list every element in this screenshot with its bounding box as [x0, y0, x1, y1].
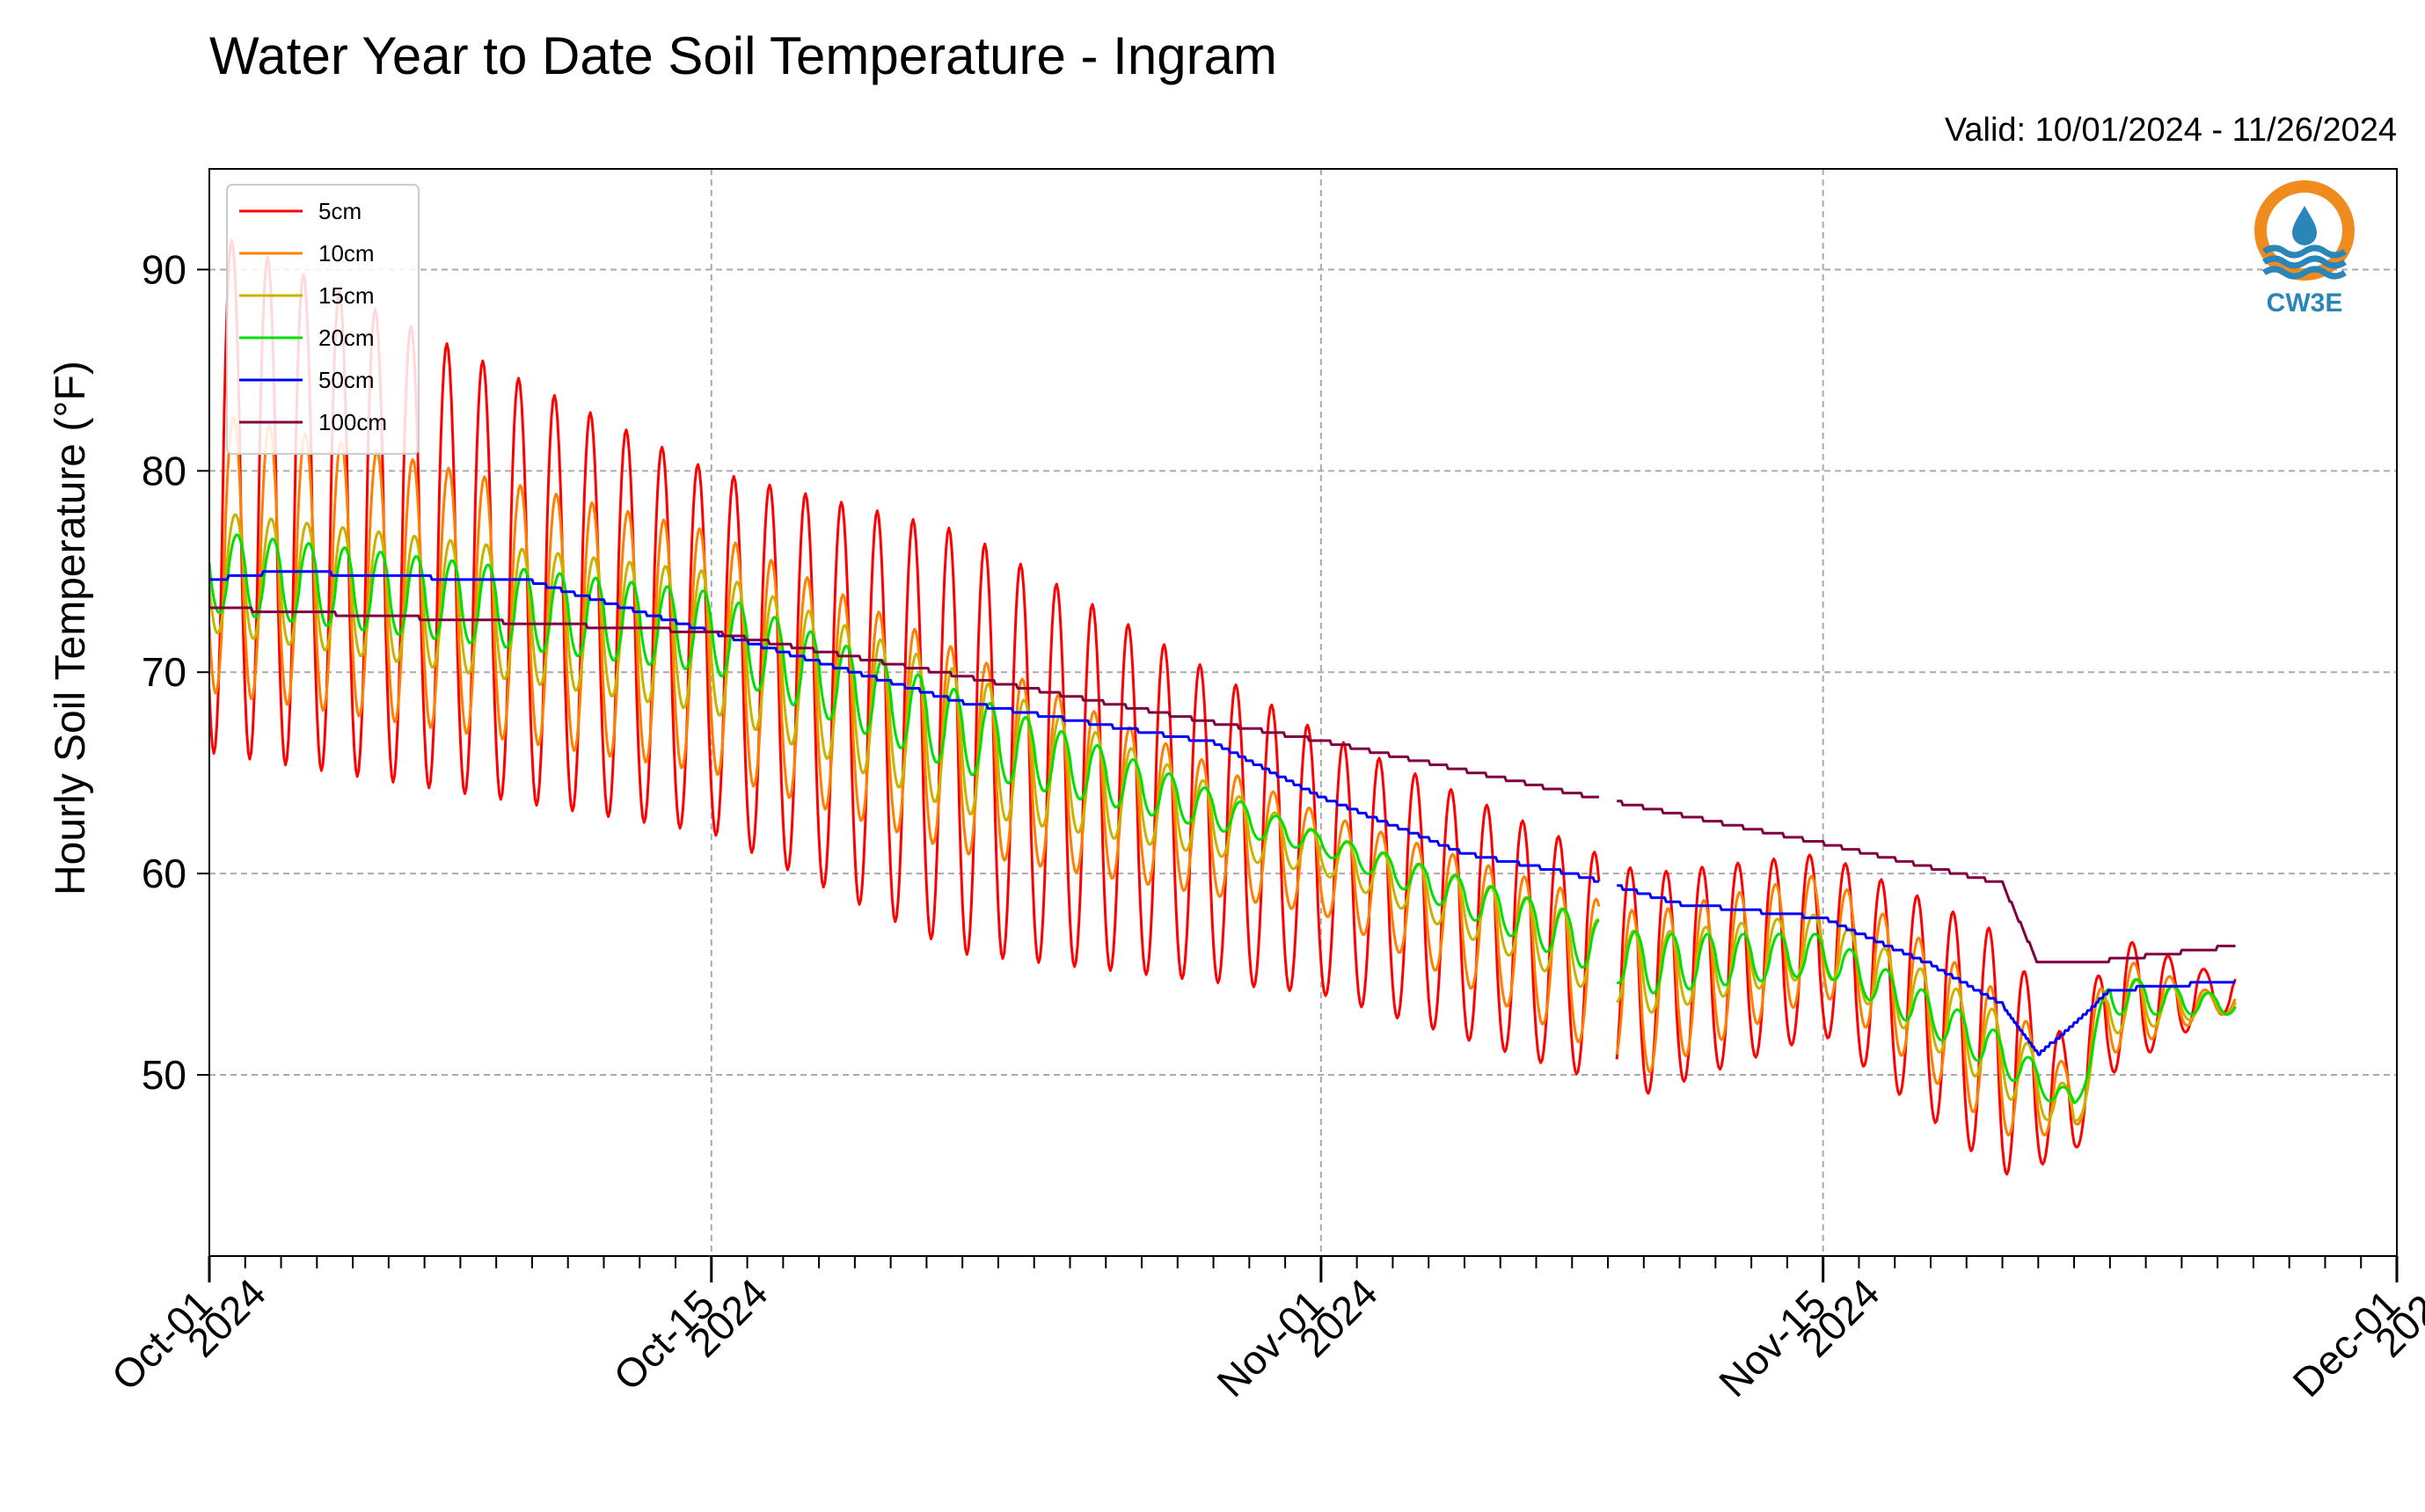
logo-waves-icon [2262, 245, 2347, 280]
legend-label-5cm: 5cm [318, 198, 362, 224]
y-tick-label: 60 [142, 851, 186, 896]
legend-label-10cm: 10cm [318, 240, 375, 267]
logo-wave [2262, 255, 2347, 269]
y-tick-label: 50 [142, 1052, 186, 1098]
series-line-50cm [1617, 884, 2236, 1056]
y-tick-label: 90 [142, 246, 186, 292]
series-line-20cm [1616, 930, 2237, 1105]
logo-wave [2262, 245, 2347, 259]
cw3e-logo: CW3E [2254, 180, 2355, 318]
legend: 5cm 10cm 15cm 20cm 50cm 100cm [226, 184, 420, 455]
series-line-100cm [209, 606, 1599, 799]
plot-frame [208, 168, 2398, 1257]
y-tick-label: 70 [142, 649, 186, 695]
y-axis-label: Hourly Soil Temperature (°F) [47, 361, 94, 895]
logo-text: CW3E [2267, 289, 2343, 318]
legend-label-100cm: 100cm [318, 409, 387, 435]
series-line-50cm [209, 570, 1599, 883]
series-lines [209, 238, 2237, 1176]
legend-label-20cm: 20cm [318, 325, 375, 351]
logo-wave [2262, 266, 2347, 280]
series-line-5cm [209, 238, 1601, 1076]
water-drop-icon [2292, 206, 2317, 245]
y-tick-label: 80 [142, 448, 186, 493]
chart-title: Water Year to Date Soil Temperature - In… [209, 26, 1277, 85]
series-line-5cm [1615, 853, 2237, 1176]
legend-label-15cm: 15cm [318, 282, 375, 309]
series-line-100cm [1617, 800, 2236, 964]
valid-date-range: Valid: 10/01/2024 - 11/26/2024 [1945, 112, 2397, 149]
legend-label-50cm: 50cm [318, 367, 375, 393]
